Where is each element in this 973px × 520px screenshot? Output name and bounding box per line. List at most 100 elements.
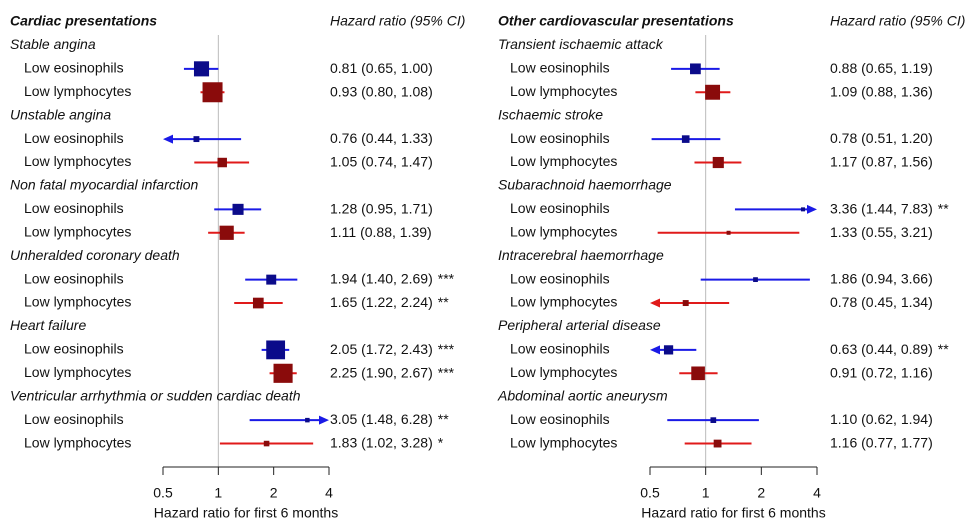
group-label: Ventricular arrhythmia or sudden cardiac… [10,387,301,403]
x-tick-label: 1 [214,485,222,501]
estimate-box [710,417,717,423]
estimate-box [305,417,310,423]
ci-value: 0.81 (0.65, 1.00) [330,60,433,76]
estimate-box [263,440,270,447]
ci-arrow [319,415,329,425]
estimate-box [202,82,223,103]
x-tick-label: 4 [813,485,821,501]
ci-value: 1.83 (1.02, 3.28) [330,434,433,450]
estimate-box [663,345,674,355]
row-label: Low eosinophils [510,341,610,357]
ci-value: 0.76 (0.44, 1.33) [330,130,433,146]
estimate-box [252,297,264,309]
ci-value: 1.28 (0.95, 1.71) [330,200,433,216]
estimate-box [219,225,234,240]
group-label: Peripheral arterial disease [498,317,661,333]
ci-arrow [807,204,817,214]
ci-text: 1.05 (0.74, 1.47) [330,153,433,169]
row-label: Low eosinophils [510,411,610,427]
estimate-box [712,156,724,169]
ci-text: 1.10 (0.62, 1.94) [830,411,933,427]
ci-value: 3.05 (1.48, 6.28) [330,411,433,427]
group-label: Intracerebral haemorrhage [498,247,664,263]
ci-value: 0.91 (0.72, 1.16) [830,364,933,380]
ci-value: 1.10 (0.62, 1.94) [830,411,933,427]
x-tick-label: 2 [270,485,278,501]
row-label: Low lymphocytes [24,223,131,239]
significance: *** [438,341,455,357]
row-label: Low eosinophils [510,200,610,216]
estimate-box [266,274,277,285]
x-tick-label: 2 [757,485,765,501]
ci-text: 1.09 (0.88, 1.36) [830,83,933,99]
row-label: Low lymphocytes [510,364,617,380]
ci-text: 1.83 (1.02, 3.28) * [330,434,444,450]
ci-value: 1.94 (1.40, 2.69) [330,270,433,286]
significance: * [438,434,444,450]
ci-value: 1.17 (0.87, 1.56) [830,153,933,169]
row-label: Low lymphocytes [510,153,617,169]
ci-text: 3.05 (1.48, 6.28) ** [330,411,449,427]
ci-value: 1.16 (0.77, 1.77) [830,434,933,450]
ci-text: 1.65 (1.22, 2.24) ** [330,294,449,310]
estimate-box [705,84,721,100]
x-tick-label: 1 [702,485,710,501]
estimate-box [713,439,722,448]
ci-value: 2.05 (1.72, 2.43) [330,341,433,357]
ci-arrow [650,298,660,308]
panel-title: Cardiac presentations [10,13,157,29]
row-label: Low lymphocytes [510,434,617,450]
group-label: Subarachnoid haemorrhage [498,177,672,193]
ci-value: 1.86 (0.94, 3.66) [830,270,933,286]
estimate-box [193,136,200,143]
ci-text: 1.86 (0.94, 3.66) [830,270,933,286]
ci-text: 0.88 (0.65, 1.19) [830,60,933,76]
ci-value: 0.88 (0.65, 1.19) [830,60,933,76]
x-axis-label: Hazard ratio for first 6 months [641,505,825,520]
row-label: Low eosinophils [510,270,610,286]
row-label: Low eosinophils [510,130,610,146]
ci-value: 2.25 (1.90, 2.67) [330,364,433,380]
x-tick-label: 0.5 [153,485,173,501]
ci-text: 0.91 (0.72, 1.16) [830,364,933,380]
ci-text: 1.28 (0.95, 1.71) [330,200,433,216]
ci-text: 1.11 (0.88, 1.39) [330,223,432,239]
ci-value: 0.78 (0.51, 1.20) [830,130,933,146]
ci-text: 0.76 (0.44, 1.33) [330,130,433,146]
ci-value: 1.05 (0.74, 1.47) [330,153,433,169]
row-label: Low lymphocytes [510,223,617,239]
group-label: Ischaemic stroke [498,106,603,122]
group-label: Transient ischaemic attack [498,36,664,52]
row-label: Low lymphocytes [510,83,617,99]
estimate-box [217,157,227,168]
row-label: Low lymphocytes [24,364,131,380]
ci-value: 0.78 (0.45, 1.34) [830,294,933,310]
estimate-box [726,230,731,235]
ci-text: 1.17 (0.87, 1.56) [830,153,933,169]
significance: ** [438,294,449,310]
ci-text: 0.78 (0.51, 1.20) [830,130,933,146]
ci-text: 2.25 (1.90, 2.67) *** [330,364,455,380]
x-axis-label: Hazard ratio for first 6 months [154,505,338,520]
ci-text: 2.05 (1.72, 2.43) *** [330,341,455,357]
group-label: Stable angina [10,36,96,52]
row-label: Low eosinophils [24,270,124,286]
ci-text: 0.78 (0.45, 1.34) [830,294,933,310]
x-tick-label: 4 [325,485,333,501]
ci-value: 1.65 (1.22, 2.24) [330,294,433,310]
group-label: Heart failure [10,317,86,333]
row-label: Low lymphocytes [24,153,131,169]
ci-text: 1.16 (0.77, 1.77) [830,434,933,450]
ci-value: 0.93 (0.80, 1.08) [330,83,433,99]
row-label: Low eosinophils [24,200,124,216]
panel-title: Other cardiovascular presentations [498,13,734,29]
ci-header: Hazard ratio (95% CI) [330,13,465,29]
row-label: Low eosinophils [24,411,124,427]
estimate-box [682,300,689,307]
row-label: Low eosinophils [24,341,124,357]
significance: *** [438,270,455,286]
ci-text: 1.33 (0.55, 3.21) [830,223,933,239]
estimate-box [193,61,210,77]
row-label: Low eosinophils [24,130,124,146]
